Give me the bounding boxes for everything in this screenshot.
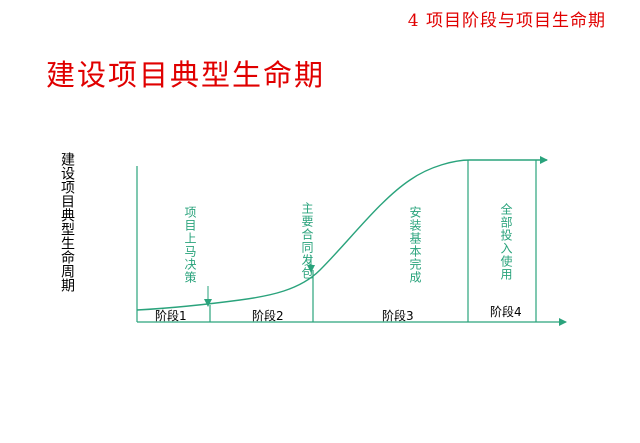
- y-axis-label: 建设项目典型生命周期: [59, 152, 75, 292]
- lifecycle-curve: [136, 156, 548, 311]
- stage-label-1: 阶段1: [155, 309, 187, 323]
- milestone-project-decision: 项目上马决策: [183, 206, 197, 284]
- stage-label-2: 阶段2: [252, 309, 284, 323]
- milestone-installation-complete: 安装基本完成: [408, 206, 422, 284]
- milestone-full-operation: 全部投入使用: [499, 203, 513, 281]
- header-title: 4 项目阶段与项目生命期: [407, 11, 606, 31]
- page-title: 建设项目典型生命期: [46, 58, 326, 92]
- milestone-contract-award: 主要合同发包: [300, 202, 314, 280]
- stage-label-3: 阶段3: [382, 309, 414, 323]
- stage-label-4: 阶段4: [490, 305, 522, 319]
